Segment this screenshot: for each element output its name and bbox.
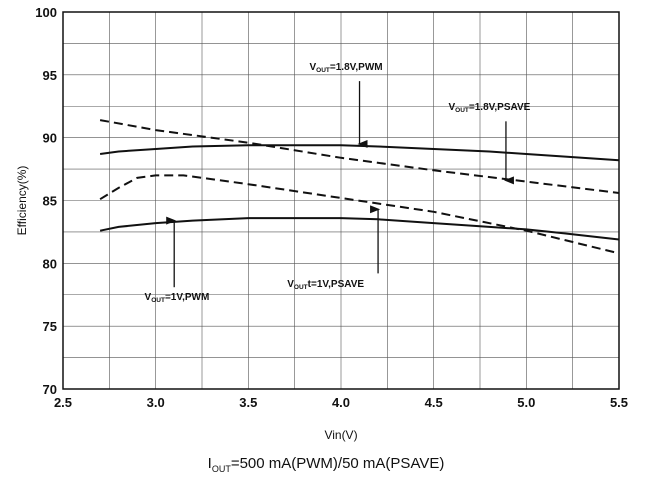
x-axis-label: Vin(V) xyxy=(324,428,357,442)
caption-rest: =500 mA(PWM)/50 mA(PSAVE) xyxy=(231,455,445,472)
annotation-label: VOUT=1.8V,PWM xyxy=(309,62,382,74)
grid xyxy=(63,12,619,389)
x-tick-label: 3.5 xyxy=(239,395,257,410)
x-tick-label: 4.5 xyxy=(425,395,443,410)
annotation-label: VOUT=1.8V,PSAVE xyxy=(448,102,530,114)
annotation-label: VOUTt=1V,PSAVE xyxy=(287,279,364,291)
annotation-2: VOUT=1.8V,PSAVE xyxy=(448,102,531,185)
plot-frame xyxy=(62,11,620,390)
x-tick-label: 4.0 xyxy=(332,395,350,410)
x-tick-label: 5.0 xyxy=(517,395,535,410)
annotation-label: VOUT=1V,PWM xyxy=(145,292,210,304)
y-tick-label: 100 xyxy=(35,5,57,20)
chart-caption: IOUT=500 mA(PWM)/50 mA(PSAVE) xyxy=(208,455,445,474)
annotation-label-rest: =1V,PWM xyxy=(165,292,209,303)
series-line-4 xyxy=(99,174,620,255)
annotation-label-rest: =1.8V,PWM xyxy=(330,62,383,73)
y-tick-label: 70 xyxy=(43,382,57,397)
annotation-1: VOUT=1.8V,PWM xyxy=(309,62,383,148)
annotation-label-main: V xyxy=(309,62,316,73)
annotation-label-main: V xyxy=(287,279,294,290)
annotation-label-main: V xyxy=(448,102,455,113)
x-tick-label: 5.5 xyxy=(610,395,628,410)
y-tick-label: 75 xyxy=(43,319,57,334)
y-tick-label: 80 xyxy=(43,256,57,271)
caption-sub: OUT xyxy=(212,464,232,474)
series-line-2 xyxy=(99,119,620,194)
y-tick-label: 85 xyxy=(43,194,57,209)
annotation-label-sub: OUT xyxy=(316,67,330,74)
y-tick-labels: 70 75 80 85 90 95 100 xyxy=(35,5,57,397)
series-group xyxy=(99,119,620,255)
annotation-label-rest: =1.8V,PSAVE xyxy=(469,102,531,113)
series-line-1 xyxy=(99,144,620,162)
y-tick-label: 90 xyxy=(43,131,57,146)
x-tick-label: 3.0 xyxy=(147,395,165,410)
x-tick-labels: 2.5 3.0 3.5 4.0 4.5 5.0 5.5 xyxy=(54,395,628,410)
annotation-label-sub: OUT xyxy=(294,284,308,291)
annotation-3: VOUT=1V,PWM xyxy=(145,216,210,304)
annotation-label-rest: t=1V,PSAVE xyxy=(308,279,365,290)
annotation-label-sub: OUT xyxy=(455,107,469,114)
series-line-3 xyxy=(99,217,620,241)
x-tick-label: 2.5 xyxy=(54,395,72,410)
caption-main: I xyxy=(208,455,212,472)
annotation-4: VOUTt=1V,PSAVE xyxy=(287,205,381,291)
annotation-label-main: V xyxy=(145,292,152,303)
annotation-label-sub: OUT xyxy=(151,297,165,304)
y-axis-label: Efficiency(%) xyxy=(15,166,29,236)
y-tick-label: 95 xyxy=(43,68,57,83)
annotations: VOUT=1.8V,PWMVOUT=1.8V,PSAVEVOUT=1V,PWMV… xyxy=(145,62,531,304)
